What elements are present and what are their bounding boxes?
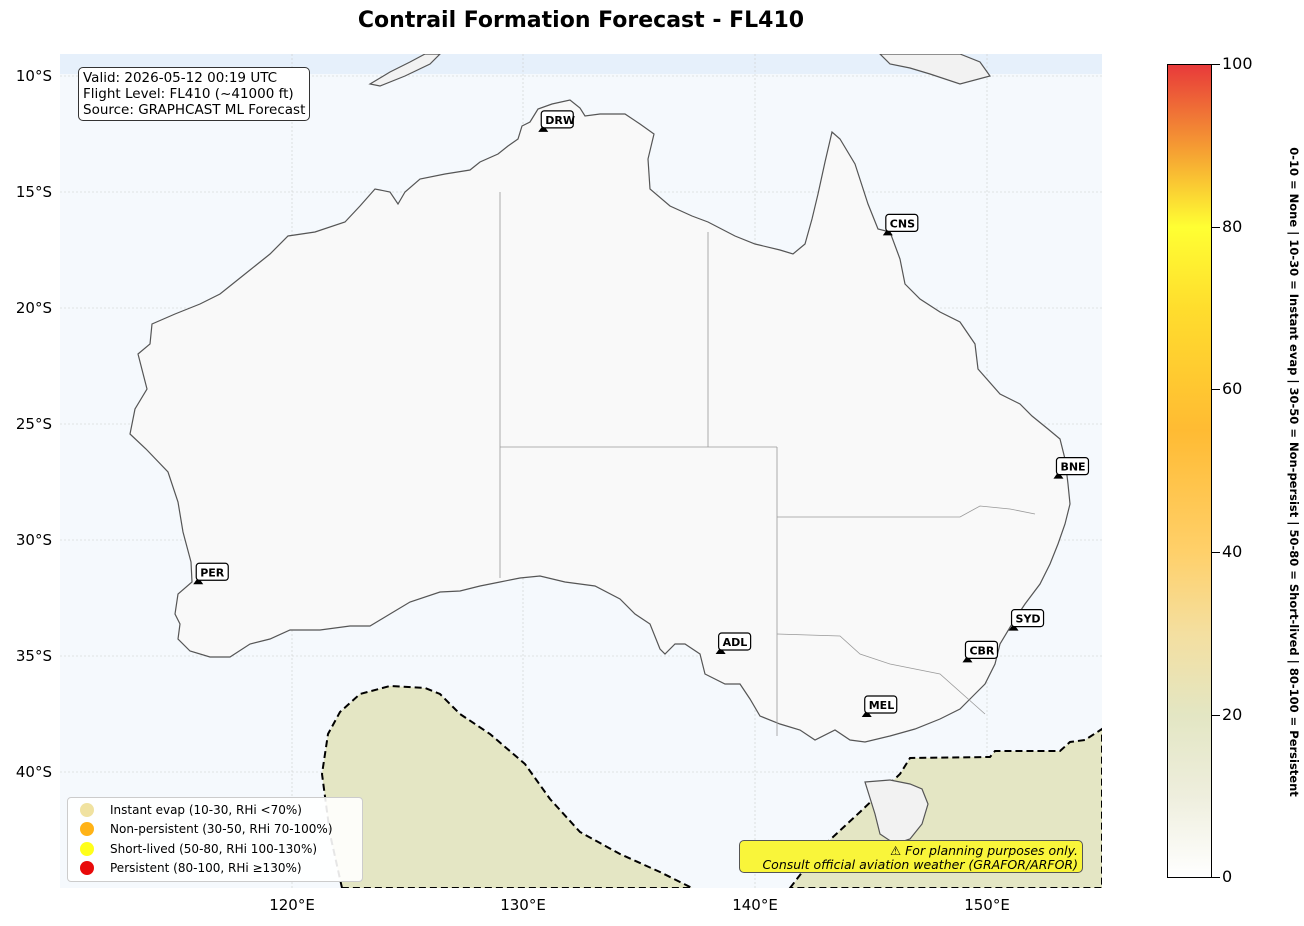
- map-svg: DRW CNS BNE PER ADL SYD CBR MEL: [60, 54, 1102, 888]
- airport-label-box: [885, 213, 919, 232]
- flight-level: Flight Level: FL410 (~41000 ft): [83, 86, 294, 102]
- lat-tick: 25°S: [15, 415, 52, 433]
- airport-code: MEL: [869, 699, 894, 712]
- airport-code: CNS: [890, 217, 915, 230]
- airport-label-box: [964, 640, 999, 659]
- legend-label: Persistent (80-100, RHi ≥130%): [110, 861, 302, 875]
- valid-time: Valid: 2026-05-12 00:19 UTC: [83, 70, 278, 86]
- colorbar-tick-label: 0: [1222, 867, 1233, 886]
- colorbar: [1167, 64, 1212, 878]
- state-borders: [499, 192, 1036, 736]
- warning-line-1: ⚠ For planning purposes only.: [890, 843, 1078, 858]
- airport-label-box: [195, 562, 229, 581]
- airport-label-box: [1055, 457, 1090, 476]
- lat-tick: 40°S: [15, 763, 52, 781]
- lat-tick: 10°S: [15, 67, 52, 85]
- legend-label: Non-persistent (30-50, RHi 70-100%): [110, 822, 333, 836]
- lon-tick: 120°E: [269, 896, 315, 914]
- airport-cbr[interactable]: CBR: [962, 640, 999, 663]
- colorbar-tick-mark: [1212, 552, 1220, 553]
- lon-tick: 140°E: [732, 896, 778, 914]
- map-panel[interactable]: DRW CNS BNE PER ADL SYD CBR MEL: [60, 54, 1102, 888]
- airport-label-box: [864, 695, 898, 714]
- lon-tick: 150°E: [964, 896, 1010, 914]
- chart-title: Contrail Formation Forecast - FL410: [357, 8, 805, 33]
- legend-item: Persistent (80-100, RHi ≥130%): [80, 859, 302, 877]
- forecast-source: Source: GRAPHCAST ML Forecast: [83, 102, 306, 118]
- colorbar-category-text: 0-10 = None | 10-30 = Instant evap | 30-…: [1287, 147, 1301, 797]
- new-guinea-landmass: [879, 54, 991, 85]
- colorbar-tick-mark: [1212, 64, 1220, 65]
- airport-code: DRW: [545, 114, 575, 127]
- australia-landmass: [129, 99, 1071, 743]
- colorbar-tick-mark: [1212, 877, 1220, 878]
- airport-code: BNE: [1060, 461, 1085, 474]
- airport-label-box: [718, 632, 752, 651]
- airport-bne[interactable]: BNE: [1053, 457, 1090, 479]
- airport-drw[interactable]: DRW: [538, 110, 575, 132]
- planning-warning: ⚠ For planning purposes only. Consult of…: [739, 840, 1083, 873]
- airport-code: PER: [200, 566, 225, 579]
- legend: Instant evap (10-30, RHi <70%) Non-persi…: [67, 797, 363, 882]
- airport-label-box: [1010, 609, 1045, 628]
- colorbar-tick-mark: [1212, 389, 1220, 390]
- legend-item: Short-lived (50-80, RHi 100-130%): [80, 840, 317, 858]
- airport-label-box: [540, 110, 574, 129]
- airport-syd[interactable]: SYD: [1008, 609, 1045, 631]
- legend-swatch: [80, 842, 94, 856]
- airport-code: ADL: [723, 636, 748, 649]
- legend-swatch: [80, 861, 94, 875]
- tasmania-landmass: [864, 779, 929, 845]
- colorbar-tick-label: 20: [1222, 705, 1243, 724]
- colorbar-tick-label: 60: [1222, 379, 1243, 398]
- contrail-zone-southwest: [320, 684, 693, 888]
- airport-mel[interactable]: MEL: [861, 695, 898, 718]
- lon-tick: 130°E: [500, 896, 546, 914]
- colorbar-tick-mark: [1212, 715, 1220, 716]
- legend-swatch: [80, 822, 94, 836]
- airport-code: SYD: [1016, 613, 1041, 626]
- forecast-info-box: Valid: 2026-05-12 00:19 UTC Flight Level…: [78, 67, 311, 121]
- timor-landmass: [368, 54, 441, 87]
- northern-band: [60, 54, 1102, 74]
- lat-tick: 15°S: [15, 183, 52, 201]
- colorbar-tick-label: 40: [1222, 542, 1243, 561]
- airport-adl[interactable]: ADL: [715, 632, 752, 655]
- colorbar-tick-mark: [1212, 227, 1220, 228]
- colorbar-tick-label: 100: [1222, 54, 1253, 73]
- colorbar-tick-label: 80: [1222, 217, 1243, 236]
- lat-tick: 20°S: [15, 299, 52, 317]
- airport-code: CBR: [969, 644, 994, 657]
- legend-swatch: [80, 803, 94, 817]
- colorbar-category-label: 0-10 = None | 10-30 = Instant evap | 30-…: [1287, 72, 1301, 872]
- legend-item: Instant evap (10-30, RHi <70%): [80, 801, 302, 819]
- warning-line-2: Consult official aviation weather (GRAFO…: [762, 857, 1078, 872]
- legend-label: Short-lived (50-80, RHi 100-130%): [110, 842, 318, 856]
- airport-layer: DRW CNS BNE PER ADL SYD CBR MEL: [193, 110, 1090, 718]
- legend-item: Non-persistent (30-50, RHi 70-100%): [80, 820, 333, 838]
- legend-label: Instant evap (10-30, RHi <70%): [110, 803, 302, 817]
- airport-per[interactable]: PER: [193, 562, 229, 585]
- lat-tick: 35°S: [15, 647, 52, 665]
- airport-cns[interactable]: CNS: [882, 213, 919, 236]
- lat-tick: 30°S: [15, 531, 52, 549]
